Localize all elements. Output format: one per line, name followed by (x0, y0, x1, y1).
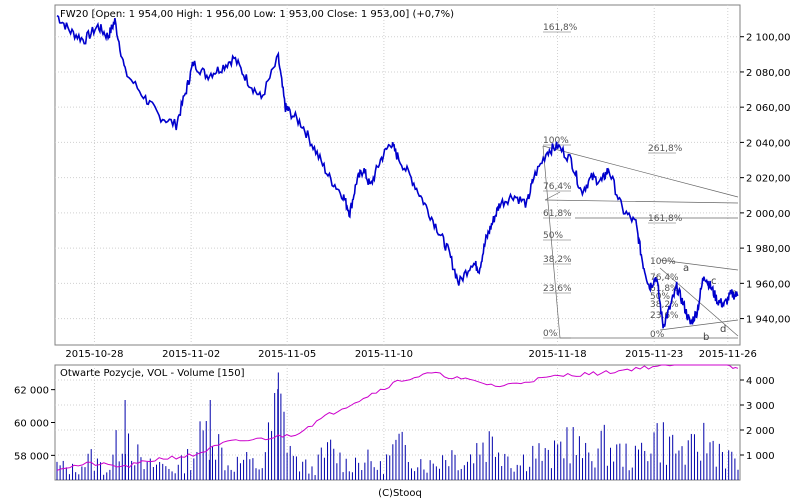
volume-bars (56, 372, 739, 480)
price-title: FW20 [Open: 1 954,00 High: 1 956,00 Low:… (60, 9, 454, 20)
small-fib-level-label: 38,2% (650, 300, 679, 310)
price-y-tick-label: 2 000,00 (746, 209, 791, 220)
fib-level-label: 100% (543, 136, 569, 146)
price-y-tick-label: 1 980,00 (746, 244, 791, 255)
price-x-axis: 2015-10-28 2015-11-02 2015-11-05 2015-11-10… (65, 349, 756, 360)
small-fib-level-label: 100% (650, 257, 676, 267)
price-x-tick-label: 2015-11-05 (258, 349, 316, 360)
volume-left-axis: 58 000 60 000 62 000 (14, 386, 55, 462)
fib-level-label: 261,8% (648, 144, 683, 154)
price-x-tick-label: 2015-11-10 (355, 349, 413, 360)
price-x-tick-label: 2015-10-28 (65, 349, 123, 360)
small-fib-level-label: 50% (650, 292, 670, 302)
volume-left-tick-label: 60 000 (14, 419, 49, 430)
open-interest-line (56, 364, 739, 471)
volume-right-tick-label: 3 000 (746, 401, 775, 412)
fib-drawing-line (659, 259, 739, 271)
price-panel-frame (54, 4, 741, 346)
volume-left-tick-label: 62 000 (14, 386, 49, 397)
wave-label: b (703, 332, 709, 343)
fib-drawing-line (542, 145, 739, 198)
volume-right-tick-label: 4 000 (746, 376, 775, 387)
price-x-tick-label: 2015-11-26 (699, 349, 757, 360)
fib-level-label: 161,8% (648, 214, 683, 224)
wave-label: c (711, 276, 717, 287)
volume-right-tick-label: 1 000 (746, 451, 775, 462)
small-fib-level-label: 23,6% (650, 311, 679, 321)
price-y-tick-label: 2 080,00 (746, 68, 791, 79)
price-y-tick-label: 2 060,00 (746, 103, 791, 114)
volume-right-tick-label: 2 000 (746, 426, 775, 437)
small-fib-level-label: 76,4% (650, 273, 679, 283)
price-x-tick-label: 2015-11-18 (528, 349, 586, 360)
volume-right-axis: 1 000 2 000 3 000 4 000 (740, 376, 775, 462)
price-y-tick-label: 1 960,00 (746, 279, 791, 290)
price-y-tick-label: 2 040,00 (746, 138, 791, 149)
footer-copyright: (C)Stooq (378, 488, 422, 499)
fibonacci-lines: 161,8%100%261,8%76,4%61,8% 161,8%50%38,2%… (542, 23, 739, 343)
fib-level-label: 161,8% (543, 23, 578, 33)
wave-label: a (683, 263, 689, 274)
fib-level-label: 23,6% (543, 284, 572, 294)
price-x-tick-label: 2015-11-23 (625, 349, 683, 360)
volume-grid (55, 365, 740, 480)
fib-level-label: 61,8% (543, 209, 572, 219)
price-grid (55, 5, 740, 345)
price-x-tick-label: 2015-11-02 (162, 349, 220, 360)
fib-level-label: 76,4% (543, 182, 572, 192)
price-line (56, 15, 739, 329)
volume-title: Otwarte Pozycje, VOL - Volume [150] (60, 368, 245, 379)
price-y-tick-label: 2 020,00 (746, 174, 791, 185)
volume-panel-frame (54, 364, 741, 481)
open-interest-series (56, 364, 739, 471)
small-fib-level-label: 61,8% (650, 284, 679, 294)
wave-label: d (720, 324, 726, 335)
fib-drawing-line (542, 145, 561, 339)
price-series (56, 15, 739, 329)
fib-drawing-line (659, 319, 739, 331)
fib-level-label: 0% (543, 329, 558, 339)
price-y-tick-label: 1 940,00 (746, 315, 791, 326)
small-fib-level-label: 0% (650, 330, 665, 340)
fib-level-label: 50% (543, 231, 563, 241)
price-y-axis: 1 940,00 1 960,00 1 980,00 2 000,00 2 020,00… (740, 33, 791, 326)
fib-drawing-line (544, 191, 561, 201)
fib-drawing-line (544, 199, 739, 204)
price-y-tick-label: 2 100,00 (746, 33, 791, 44)
volume-left-tick-label: 58 000 (14, 451, 49, 462)
fib-level-label: 38,2% (543, 255, 572, 265)
